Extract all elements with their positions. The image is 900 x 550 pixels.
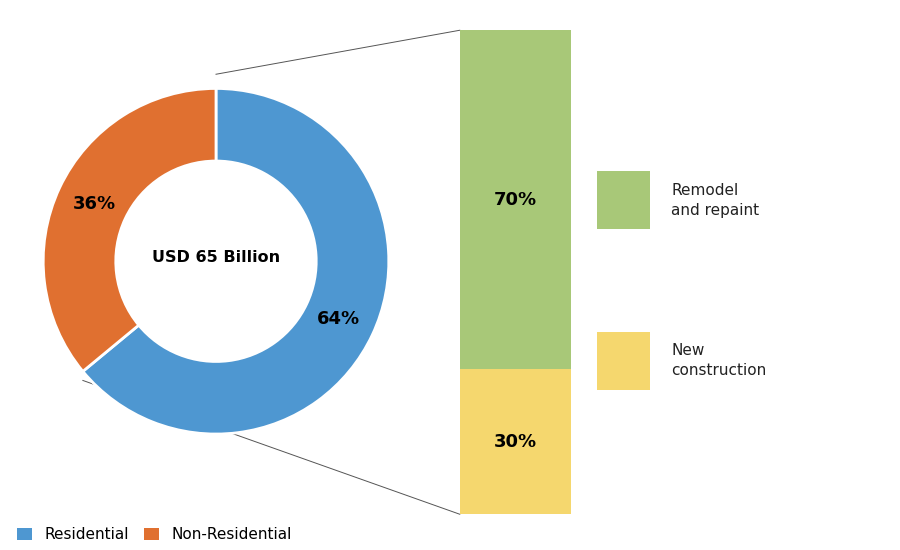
Bar	[460, 30, 571, 369]
Wedge shape	[83, 89, 389, 434]
Text: 64%: 64%	[317, 310, 359, 328]
Wedge shape	[43, 89, 216, 371]
Text: Remodel
and repaint: Remodel and repaint	[671, 183, 760, 218]
Text: 30%: 30%	[494, 433, 536, 450]
FancyBboxPatch shape	[597, 332, 651, 389]
Bar	[460, 369, 571, 514]
Text: New
construction: New construction	[671, 343, 767, 378]
Text: USD 65 Billion: USD 65 Billion	[152, 250, 280, 265]
Text: 70%: 70%	[494, 191, 536, 208]
FancyBboxPatch shape	[597, 172, 651, 229]
Legend: Residential, Non-Residential: Residential, Non-Residential	[16, 527, 292, 542]
Text: 36%: 36%	[73, 195, 115, 213]
